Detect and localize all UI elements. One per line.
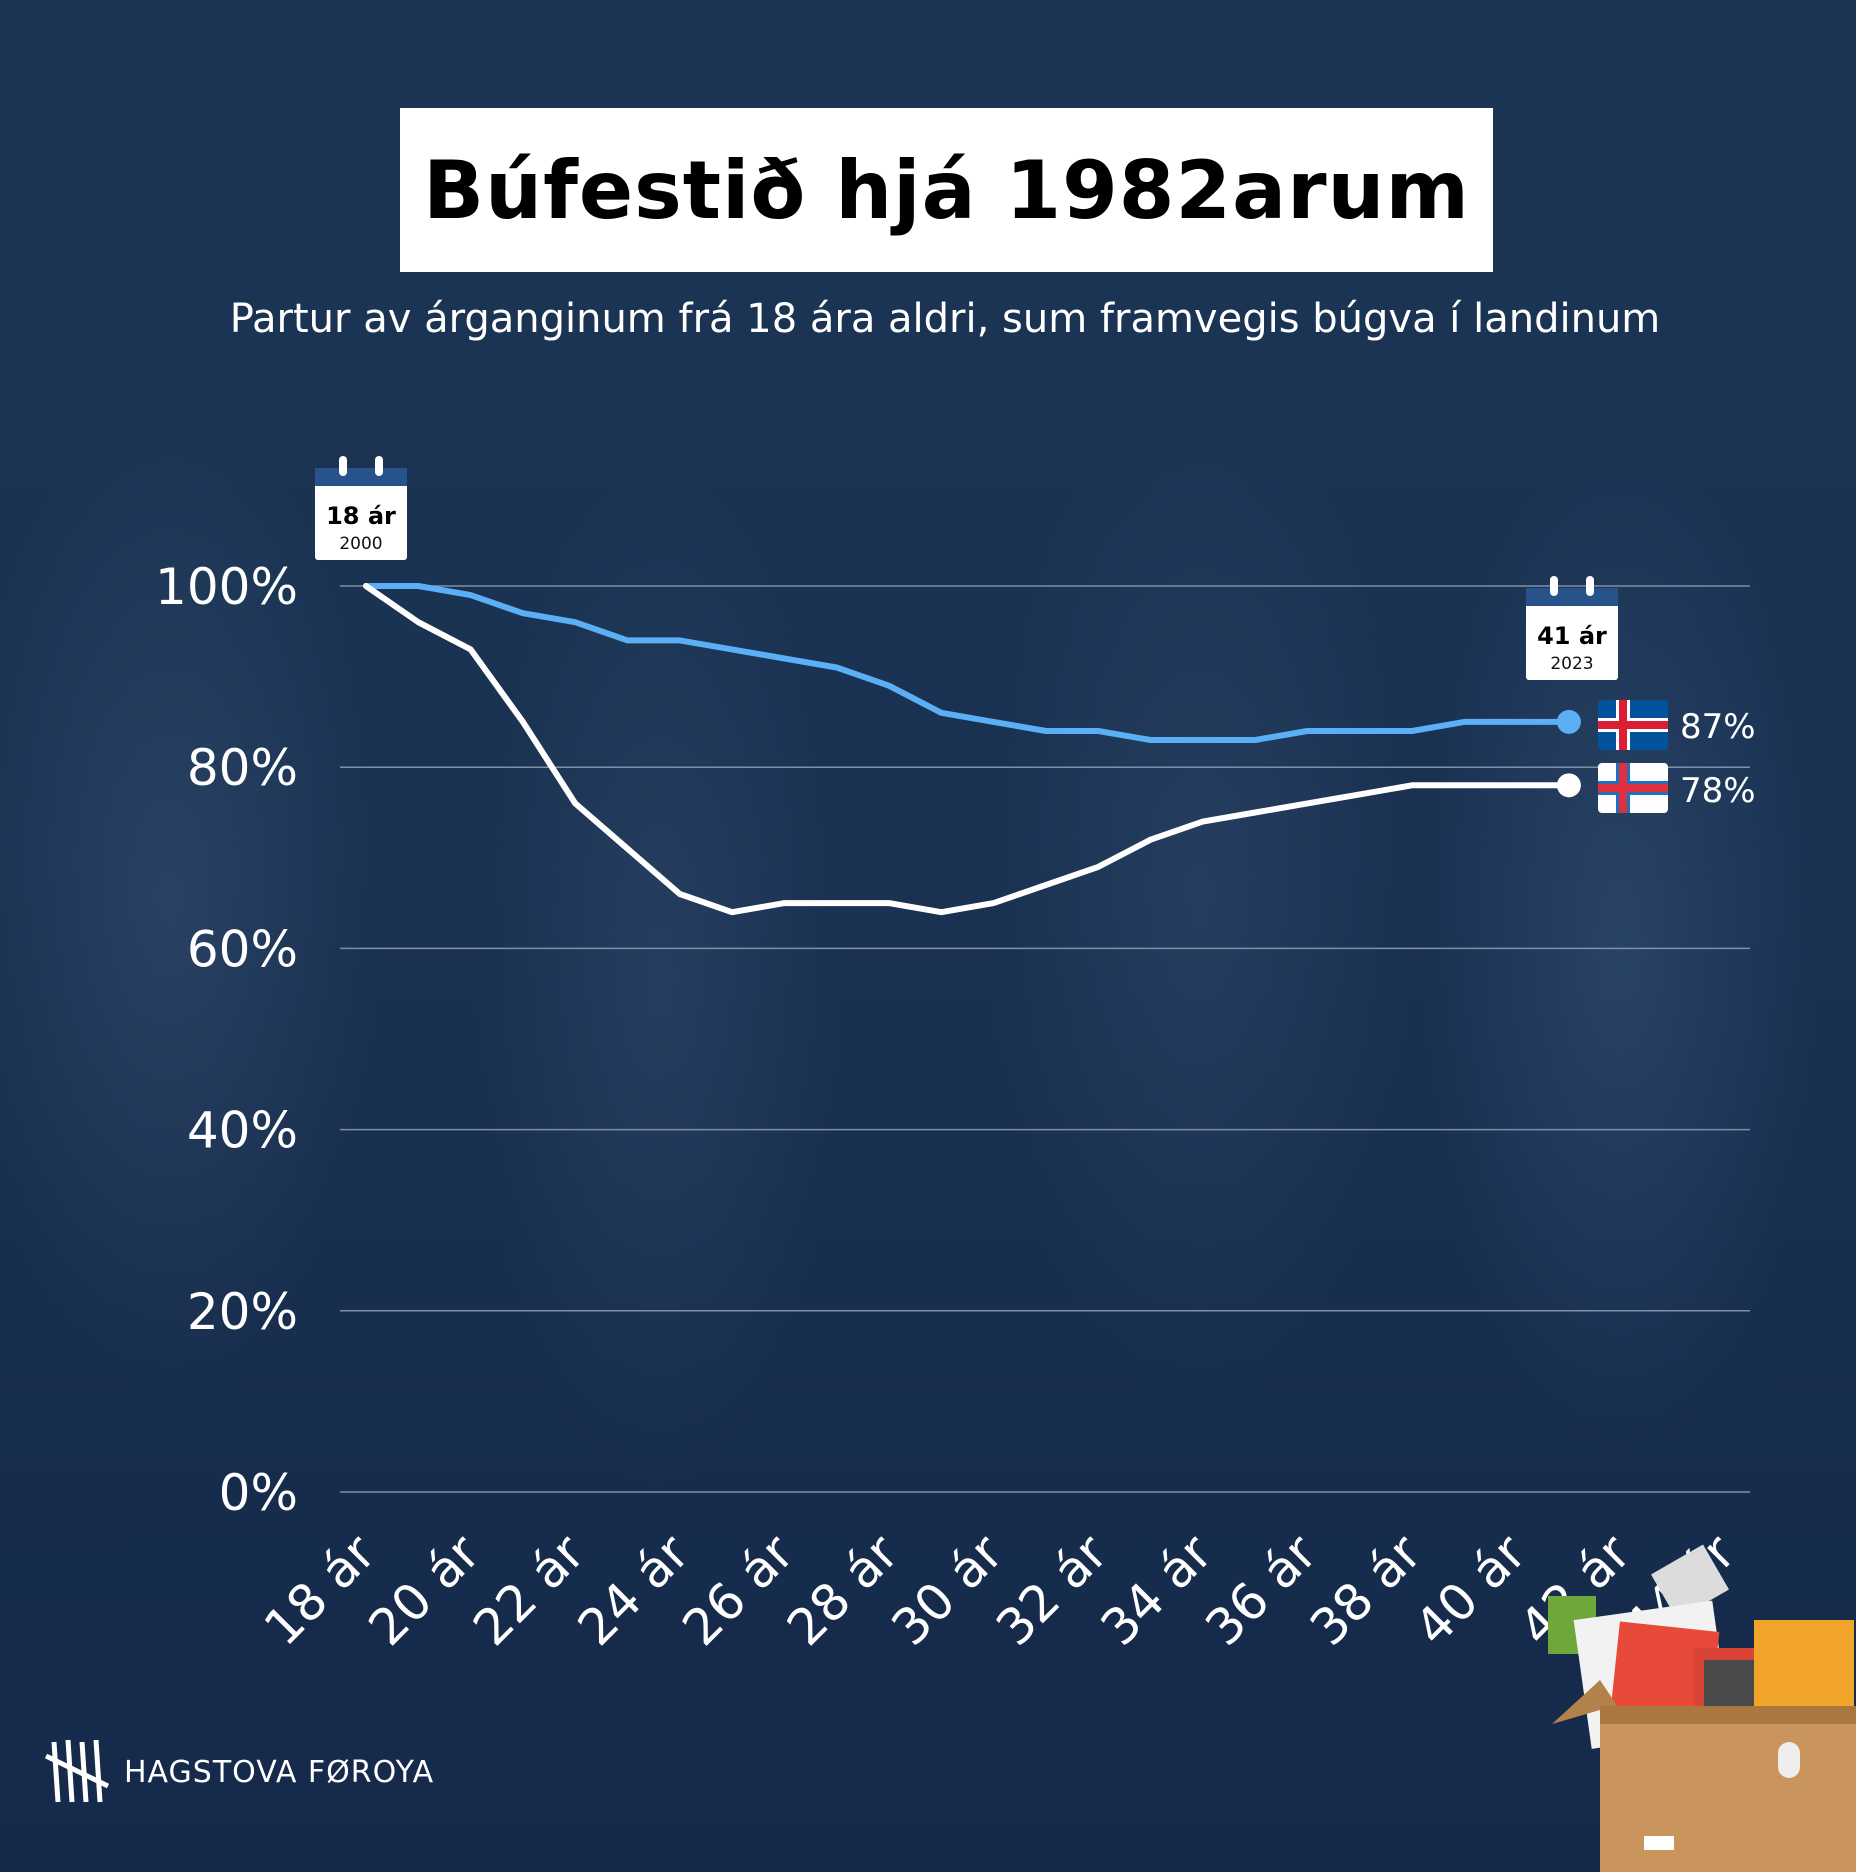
series-lines bbox=[363, 583, 1581, 916]
x-tick-label: 20 ár bbox=[358, 1523, 492, 1657]
x-tick-label: 24 ár bbox=[567, 1523, 701, 1657]
calendar-icon: 18 ár 2000 bbox=[315, 456, 407, 560]
logo: HAGSTOVA FØROYA bbox=[44, 1732, 434, 1812]
calendar-end-age: 41 ár bbox=[1537, 622, 1607, 650]
y-tick-label: 0% bbox=[219, 1464, 298, 1522]
iceland-flag-icon bbox=[1598, 700, 1668, 750]
y-axis-ticks: 0% 20% 40% 60% 80% 100% bbox=[155, 558, 298, 1522]
y-tick-label: 20% bbox=[187, 1283, 298, 1341]
iceland-series-line bbox=[363, 583, 1572, 743]
y-tick-label: 100% bbox=[155, 558, 298, 616]
page-title: Búfestið hjá 1982arum bbox=[423, 143, 1470, 237]
calendar-start-year: 2000 bbox=[339, 534, 382, 554]
faroe-flag-icon bbox=[1598, 763, 1668, 813]
faroe-end-point bbox=[1556, 773, 1581, 798]
x-tick-label: 26 ár bbox=[671, 1523, 805, 1657]
x-tick-label: 36 ár bbox=[1194, 1523, 1328, 1657]
title-box: Búfestið hjá 1982arum bbox=[400, 108, 1493, 272]
faroe-end-label: 78% bbox=[1680, 771, 1756, 811]
tally-marks-logo-icon bbox=[44, 1739, 110, 1803]
x-tick-label: 22 ár bbox=[462, 1523, 596, 1657]
x-tick-label: 34 ár bbox=[1090, 1523, 1224, 1657]
x-tick-label: 18 ár bbox=[253, 1523, 387, 1657]
calendar-end-year: 2023 bbox=[1550, 654, 1593, 674]
gridlines bbox=[340, 585, 1750, 1493]
x-tick-label: 30 ár bbox=[881, 1523, 1015, 1657]
y-tick-label: 60% bbox=[187, 920, 298, 978]
subtitle: Partur av árganginum frá 18 ára aldri, s… bbox=[229, 296, 1661, 342]
y-tick-label: 80% bbox=[187, 739, 298, 797]
iceland-end-point bbox=[1556, 709, 1581, 734]
faroe-series-line bbox=[363, 583, 1572, 916]
office-supplies-box-icon bbox=[1548, 1544, 1856, 1872]
iceland-end-label: 87% bbox=[1680, 707, 1756, 747]
x-tick-label: 38 ár bbox=[1299, 1523, 1433, 1657]
x-tick-label: 28 ár bbox=[776, 1523, 910, 1657]
x-tick-label: 32 ár bbox=[985, 1523, 1119, 1657]
calendar-icon: 41 ár 2023 bbox=[1526, 576, 1618, 680]
x-tick-label: 40 ár bbox=[1404, 1523, 1538, 1657]
calendar-start-age: 18 ár bbox=[326, 502, 396, 530]
logo-text: HAGSTOVA FØROYA bbox=[124, 1754, 435, 1790]
y-tick-label: 40% bbox=[187, 1102, 298, 1160]
